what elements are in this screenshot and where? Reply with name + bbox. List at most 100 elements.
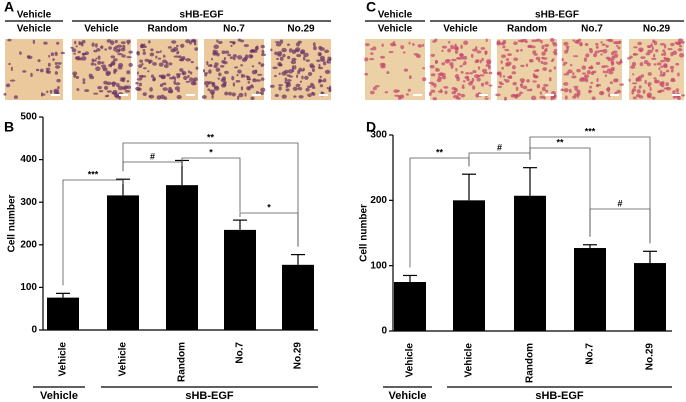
cell	[269, 84, 275, 88]
cell	[590, 81, 594, 84]
scale-bar	[119, 94, 128, 96]
cell	[500, 60, 503, 64]
cell	[108, 63, 113, 67]
significance-label: #	[617, 198, 622, 208]
cell	[652, 96, 656, 100]
cell	[282, 53, 286, 58]
cell	[520, 80, 525, 84]
cell	[512, 65, 516, 70]
cell	[607, 57, 612, 62]
significance-bracket	[122, 161, 183, 172]
cell	[585, 78, 589, 83]
cell	[307, 93, 312, 98]
cell	[476, 77, 481, 82]
cell	[120, 47, 126, 52]
cell	[454, 43, 457, 47]
cell	[581, 65, 587, 70]
cell	[73, 52, 76, 55]
cell	[326, 86, 329, 90]
cell	[441, 49, 444, 53]
cell	[600, 41, 603, 44]
cell	[296, 74, 299, 79]
cell	[374, 85, 380, 88]
cell	[461, 86, 465, 89]
cell	[495, 93, 501, 97]
cell	[660, 70, 663, 74]
cell	[589, 48, 593, 54]
cell	[460, 44, 463, 49]
cell	[277, 51, 283, 56]
bar	[453, 200, 485, 331]
cell	[602, 70, 605, 74]
cell	[324, 69, 331, 75]
cell	[519, 78, 526, 82]
cell	[299, 80, 302, 83]
cell	[9, 79, 16, 82]
cell	[100, 61, 105, 64]
cell	[631, 82, 638, 85]
scale-bar	[413, 94, 422, 96]
cell	[126, 70, 131, 75]
cell	[470, 53, 474, 58]
cell	[670, 42, 675, 47]
cell	[254, 46, 259, 51]
x-tick-label: No.29	[293, 342, 304, 370]
image-caption: No.7	[581, 24, 603, 35]
cell	[432, 97, 437, 101]
cell	[212, 51, 218, 56]
cell	[286, 79, 292, 82]
cell	[502, 39, 507, 45]
image-caption: Vehicle	[17, 24, 52, 35]
cell	[550, 59, 554, 63]
cell	[174, 86, 181, 91]
cell	[653, 77, 657, 80]
cell	[243, 56, 248, 61]
cell	[251, 65, 255, 68]
cell	[595, 45, 599, 49]
cell	[90, 62, 95, 66]
cell	[639, 62, 644, 67]
cell	[670, 78, 676, 83]
cell	[606, 68, 613, 72]
cell	[645, 52, 651, 56]
cell	[539, 91, 543, 95]
cell	[138, 74, 144, 78]
cell	[297, 40, 302, 44]
cell	[26, 55, 31, 59]
cell	[444, 90, 448, 95]
cell	[278, 72, 281, 76]
panel-letter: C	[366, 0, 376, 15]
cell	[56, 41, 60, 45]
cell	[311, 86, 316, 89]
cell	[152, 62, 157, 66]
cell	[524, 40, 528, 44]
cell	[432, 40, 436, 43]
group-header: sHB-EGF	[180, 10, 224, 21]
cell	[525, 63, 528, 67]
cell	[364, 72, 369, 76]
cell	[608, 70, 614, 75]
cell	[613, 53, 619, 58]
bar	[224, 229, 256, 330]
cell	[57, 62, 62, 65]
cell	[46, 90, 49, 94]
cell	[454, 50, 459, 54]
cell	[585, 53, 590, 58]
significance-bracket	[122, 142, 299, 247]
cell	[662, 49, 666, 53]
cell	[233, 57, 236, 61]
cell	[571, 75, 577, 79]
cell	[616, 89, 621, 94]
cell	[97, 86, 102, 90]
cell	[422, 77, 427, 82]
image-caption: No.29	[287, 24, 315, 35]
significance-label: **	[436, 147, 444, 157]
x-tick-label: No.7	[235, 342, 246, 364]
cell	[19, 51, 22, 55]
micrograph	[5, 39, 63, 100]
cell	[275, 42, 282, 47]
cell	[659, 73, 665, 77]
cell	[372, 46, 377, 51]
cell	[562, 63, 566, 66]
cell	[615, 41, 621, 45]
